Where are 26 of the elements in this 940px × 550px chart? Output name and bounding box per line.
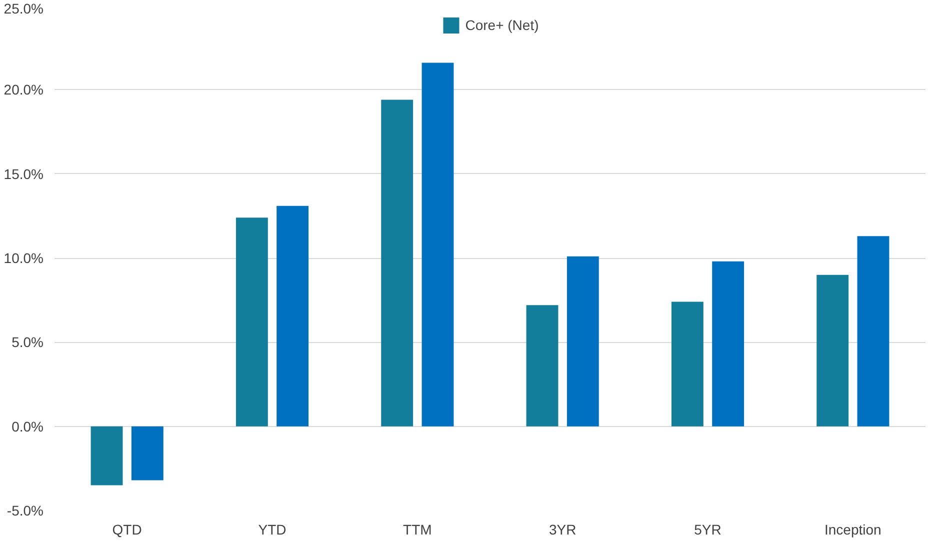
- x-tick-label: TTM: [403, 522, 432, 538]
- bar: [671, 302, 704, 426]
- bar: [816, 274, 849, 426]
- y-tick-label: 15.0%: [4, 166, 44, 182]
- bar: [566, 256, 599, 426]
- y-tick-label: 5.0%: [12, 334, 44, 350]
- x-tick-label: YTD: [258, 522, 286, 538]
- y-tick-label: 10.0%: [4, 250, 44, 266]
- bar: [857, 236, 890, 426]
- bar: [131, 426, 164, 480]
- bar: [276, 206, 309, 426]
- bar: [90, 426, 123, 486]
- bar: [381, 100, 414, 426]
- y-tick-label: 20.0%: [4, 82, 44, 98]
- y-tick-label: 25.0%: [4, 0, 44, 16]
- x-tick-label: QTD: [112, 522, 142, 538]
- legend-label: Core+ (Net): [465, 17, 539, 33]
- bar: [526, 305, 558, 426]
- x-tick-label: 3YR: [548, 522, 576, 538]
- y-tick-label: -5.0%: [6, 502, 44, 518]
- bar: [712, 261, 744, 426]
- bar: [422, 62, 454, 426]
- y-tick-label: 0.0%: [12, 418, 44, 434]
- bar: [236, 218, 268, 426]
- x-tick-label: 5YR: [694, 522, 722, 538]
- x-tick-label: Inception: [824, 522, 882, 538]
